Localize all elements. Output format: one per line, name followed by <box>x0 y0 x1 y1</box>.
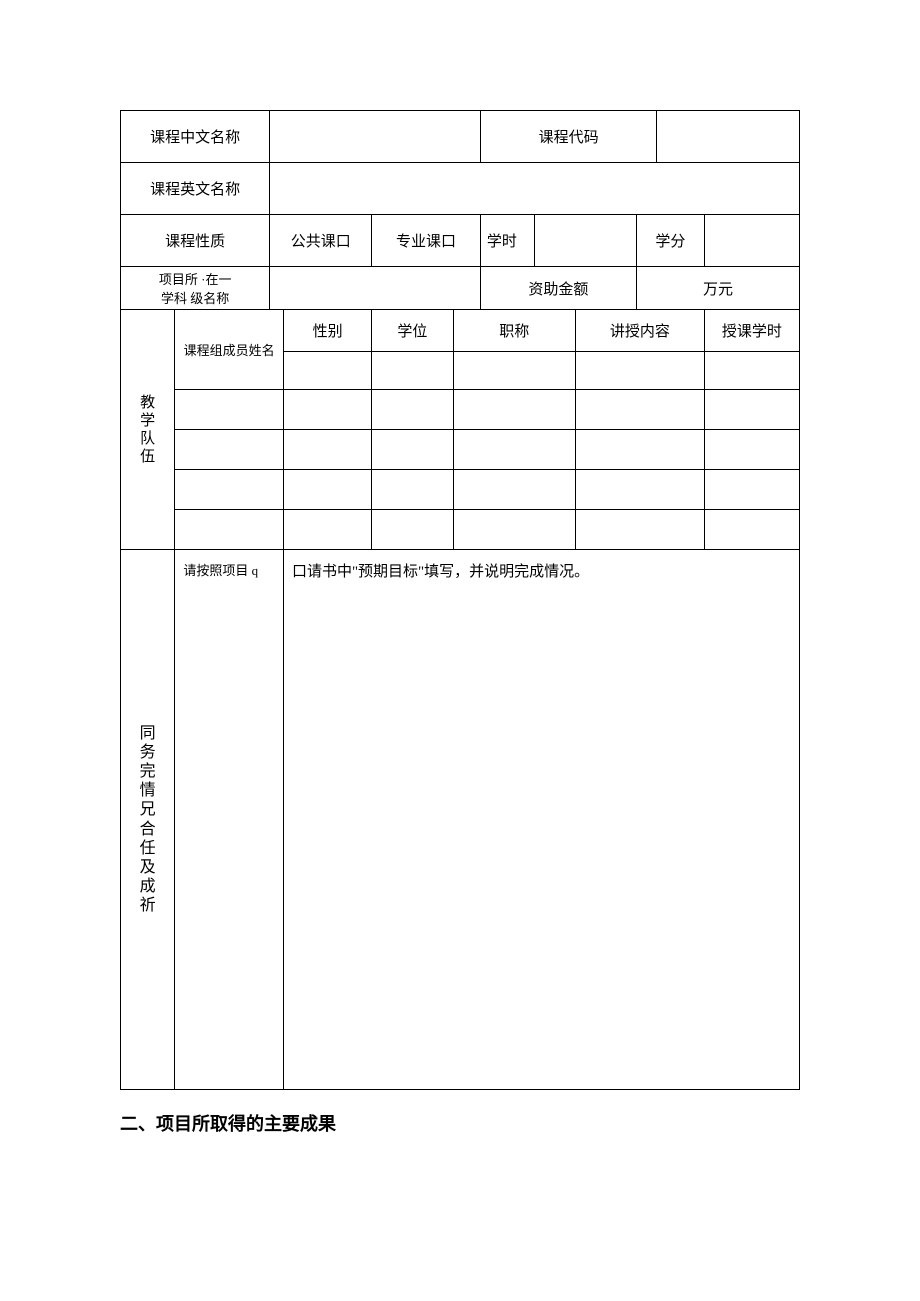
team-5-gender[interactable] <box>283 510 371 550</box>
team-3-name[interactable] <box>175 430 284 470</box>
row-task-completion: 同务完情兄合任及成祈 请按照项目 q 口请书中"预期目标"填写，并说明完成情况。 <box>121 550 800 1090</box>
team-row-5 <box>121 510 800 550</box>
label-credits: 学分 <box>636 215 704 267</box>
team-2-name[interactable] <box>175 390 284 430</box>
input-course-code[interactable] <box>657 111 800 163</box>
team-4-name[interactable] <box>175 470 284 510</box>
task-hint-left: 请按照项目 q <box>175 550 284 1090</box>
team-4-title[interactable] <box>453 470 575 510</box>
team-row-3 <box>121 430 800 470</box>
team-3-gender[interactable] <box>283 430 371 470</box>
team-3-title[interactable] <box>453 430 575 470</box>
team-1-title[interactable] <box>453 352 575 390</box>
task-content-area[interactable]: 口请书中"预期目标"填写，并说明完成情况。 <box>283 550 799 1090</box>
label-fund-amount: 资助金额 <box>480 267 636 310</box>
row-project-discipline: 项目所 ·在一 学科 级名称 资助金额 万元 <box>121 267 800 310</box>
col-degree: 学位 <box>372 310 453 352</box>
row-course-nature: 课程性质 公共课口 专业课口 学时 学分 <box>121 215 800 267</box>
label-discipline-line2: 学科 级名称 <box>123 288 267 307</box>
col-hours: 授课学时 <box>704 310 799 352</box>
team-5-name[interactable] <box>175 510 284 550</box>
label-task-side: 同务完情兄合任及成祈 <box>121 550 175 1090</box>
team-3-content[interactable] <box>575 430 704 470</box>
section-2-title: 二、项目所取得的主要成果 <box>120 1110 800 1136</box>
team-2-title[interactable] <box>453 390 575 430</box>
team-row-4 <box>121 470 800 510</box>
input-course-name-cn[interactable] <box>270 111 480 163</box>
label-discipline-line1: 项目所 ·在一 <box>123 269 267 288</box>
team-5-content[interactable] <box>575 510 704 550</box>
label-course-name-en: 课程英文名称 <box>121 163 270 215</box>
team-2-degree[interactable] <box>372 390 453 430</box>
team-2-hours[interactable] <box>704 390 799 430</box>
input-fund-amount[interactable]: 万元 <box>636 267 799 310</box>
input-credits[interactable] <box>704 215 799 267</box>
col-gender: 性别 <box>283 310 371 352</box>
label-hours: 学时 <box>480 215 534 267</box>
option-major-course[interactable]: 专业课口 <box>372 215 481 267</box>
label-team-side: 教学队伍 <box>121 310 175 550</box>
label-course-nature: 课程性质 <box>121 215 270 267</box>
vertical-team-label: 教学队伍 <box>140 394 155 466</box>
team-row-2 <box>121 390 800 430</box>
label-member-name: 课程组成员姓名 <box>175 310 284 390</box>
input-discipline[interactable] <box>270 267 480 310</box>
team-1-content[interactable] <box>575 352 704 390</box>
team-1-hours[interactable] <box>704 352 799 390</box>
row-course-name-cn: 课程中文名称 课程代码 <box>121 111 800 163</box>
team-1-degree[interactable] <box>372 352 453 390</box>
team-2-content[interactable] <box>575 390 704 430</box>
team-2-gender[interactable] <box>283 390 371 430</box>
team-5-title[interactable] <box>453 510 575 550</box>
label-project-discipline: 项目所 ·在一 学科 级名称 <box>121 267 270 310</box>
option-public-course[interactable]: 公共课口 <box>270 215 372 267</box>
team-1-gender[interactable] <box>283 352 371 390</box>
team-4-content[interactable] <box>575 470 704 510</box>
team-3-degree[interactable] <box>372 430 453 470</box>
team-4-degree[interactable] <box>372 470 453 510</box>
team-5-hours[interactable] <box>704 510 799 550</box>
form-table: 课程中文名称 课程代码 课程英文名称 课程性质 公共课口 专业课口 学时 学分 … <box>120 110 800 1090</box>
col-title: 职称 <box>453 310 575 352</box>
input-hours[interactable] <box>535 215 637 267</box>
col-content: 讲授内容 <box>575 310 704 352</box>
row-team-header: 教学队伍 课程组成员姓名 性别 学位 职称 讲授内容 授课学时 <box>121 310 800 352</box>
team-3-hours[interactable] <box>704 430 799 470</box>
team-4-gender[interactable] <box>283 470 371 510</box>
team-4-hours[interactable] <box>704 470 799 510</box>
label-course-name-cn: 课程中文名称 <box>121 111 270 163</box>
row-course-name-en: 课程英文名称 <box>121 163 800 215</box>
vertical-task-label: 同务完情兄合任及成祈 <box>140 724 156 916</box>
input-course-name-en[interactable] <box>270 163 800 215</box>
label-course-code: 课程代码 <box>480 111 657 163</box>
team-5-degree[interactable] <box>372 510 453 550</box>
